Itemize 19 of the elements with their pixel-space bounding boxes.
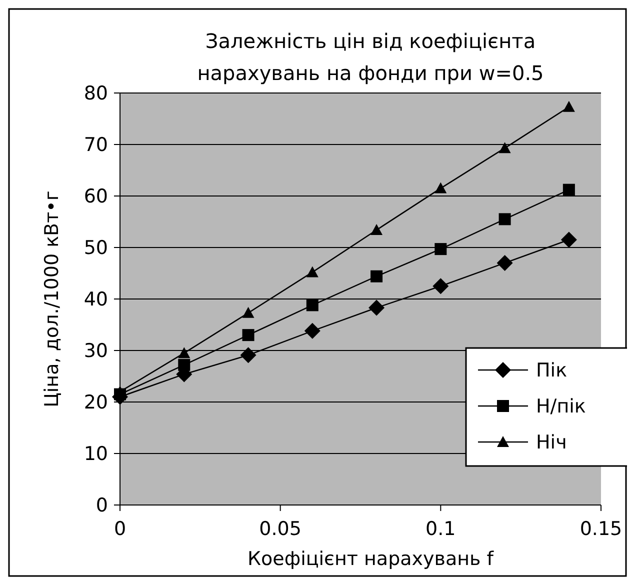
chart-title: Залежність цін від коефіцієнта нарахувань на фонди при w=0.5 [197, 29, 544, 85]
y-tick-label: 20 [84, 392, 108, 414]
x-tick-label: 0.15 [580, 518, 622, 540]
y-tick-label: 80 [84, 82, 108, 105]
x-tick-label: 0.05 [259, 518, 302, 540]
legend-label: Пік [536, 360, 568, 382]
y-tick-label: 40 [84, 288, 108, 311]
legend-label: Ніч [536, 432, 567, 454]
x-axis-title: Коефіцієнт нарахувань f [248, 548, 495, 570]
y-tick-label: 0 [96, 494, 108, 517]
x-tick-label: 0.1 [426, 518, 456, 540]
y-axis-title: Ціна, дол./1000 кВт•г [41, 190, 63, 408]
y-tick-label: 30 [84, 340, 108, 362]
legend-label: Н/пік [536, 396, 586, 418]
x-tick-label: 0 [114, 518, 126, 540]
y-tick-label: 70 [84, 134, 108, 156]
y-tick-label: 50 [84, 237, 108, 260]
y-tick-label: 60 [84, 186, 108, 208]
y-tick-label: 10 [84, 443, 108, 466]
